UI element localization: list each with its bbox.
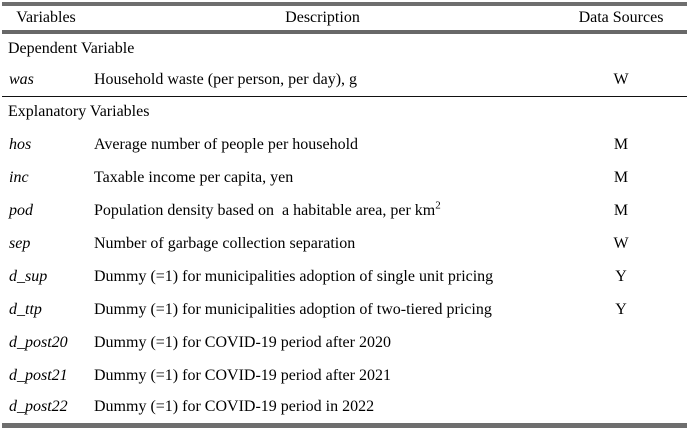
variables-definition-table: Variables Description Data Sources Depen… xyxy=(2,2,687,428)
table-header: Variables Description Data Sources xyxy=(2,4,687,32)
description-cell: Number of garbage collection separation xyxy=(94,234,356,252)
section-row-explanatory-variables: Explanatory Variables xyxy=(2,96,687,128)
variable-name-cell: d_ttp xyxy=(9,300,42,318)
col-header-data-sources: Data Sources xyxy=(578,9,664,26)
data-source-cell xyxy=(555,359,687,392)
section-title: Explanatory Variables xyxy=(8,103,150,121)
variable-name-cell: pod xyxy=(9,201,33,219)
table-row-d-post22: d_post22 Dummy (=1) for COVID-19 period … xyxy=(2,392,687,425)
data-source-cell: Y xyxy=(615,267,627,285)
variable-name-cell: d_sup xyxy=(9,267,48,285)
variable-name-cell: inc xyxy=(9,168,29,186)
variable-name-cell: d_post21 xyxy=(9,366,68,384)
col-header-variables: Variables xyxy=(16,9,76,26)
section-title: Dependent Variable xyxy=(8,40,135,57)
data-source-cell: W xyxy=(613,70,629,88)
data-source-cell xyxy=(555,326,687,359)
data-source-cell xyxy=(555,392,687,425)
description-cell: Dummy (=1) for COVID-19 period after 202… xyxy=(94,366,391,384)
table-row-inc: inc Taxable income per capita, yen M xyxy=(2,161,687,194)
superscript-exponent: 2 xyxy=(435,199,441,212)
col-header-description: Description xyxy=(285,9,360,26)
table-row-pod: pod Population density based on a habita… xyxy=(2,194,687,227)
table-row-d-ttp: d_ttp Dummy (=1) for municipalities adop… xyxy=(2,293,687,326)
description-cell: Population density based on a habitable … xyxy=(90,194,555,227)
table-row-d-post20: d_post20 Dummy (=1) for COVID-19 period … xyxy=(2,326,687,359)
table-body: Dependent Variable was Household waste (… xyxy=(2,32,687,425)
variable-name-cell: hos xyxy=(9,135,32,153)
table-row-was: was Household waste (per person, per day… xyxy=(2,64,687,96)
table-row-sep: sep Number of garbage collection separat… xyxy=(2,227,687,260)
description-cell: Dummy (=1) for municipalities adoption o… xyxy=(94,300,492,318)
variable-name-cell: d_post22 xyxy=(9,398,68,416)
description-cell: Dummy (=1) for COVID-19 period after 202… xyxy=(94,333,391,351)
table-row-d-post21: d_post21 Dummy (=1) for COVID-19 period … xyxy=(2,359,687,392)
description-cell: Dummy (=1) for COVID-19 period in 2022 xyxy=(94,398,375,416)
data-source-cell: M xyxy=(613,135,629,153)
data-source-cell: M xyxy=(613,168,629,186)
description-cell: Dummy (=1) for municipalities adoption o… xyxy=(94,267,494,285)
table-row-hos: hos Average number of people per househo… xyxy=(2,128,687,161)
description-cell: Average number of people per household xyxy=(94,135,359,153)
data-source-cell: W xyxy=(613,234,629,252)
description-cell: Household waste (per person, per day), g xyxy=(94,70,358,88)
description-text: Population density based on a habitable … xyxy=(94,201,436,219)
data-source-cell: Y xyxy=(615,300,627,318)
description-cell: Taxable income per capita, yen xyxy=(94,168,294,186)
paper-table-container: Variables Description Data Sources Depen… xyxy=(2,2,687,428)
variable-name-cell: sep xyxy=(9,234,31,252)
table-row-d-sup: d_sup Dummy (=1) for municipalities adop… xyxy=(2,260,687,293)
data-source-cell: M xyxy=(613,201,629,219)
variable-name-cell: was xyxy=(9,70,34,88)
variable-name-cell: d_post20 xyxy=(9,333,68,351)
header-row: Variables Description Data Sources xyxy=(2,4,687,32)
section-row-dependent-variable: Dependent Variable xyxy=(2,32,687,64)
